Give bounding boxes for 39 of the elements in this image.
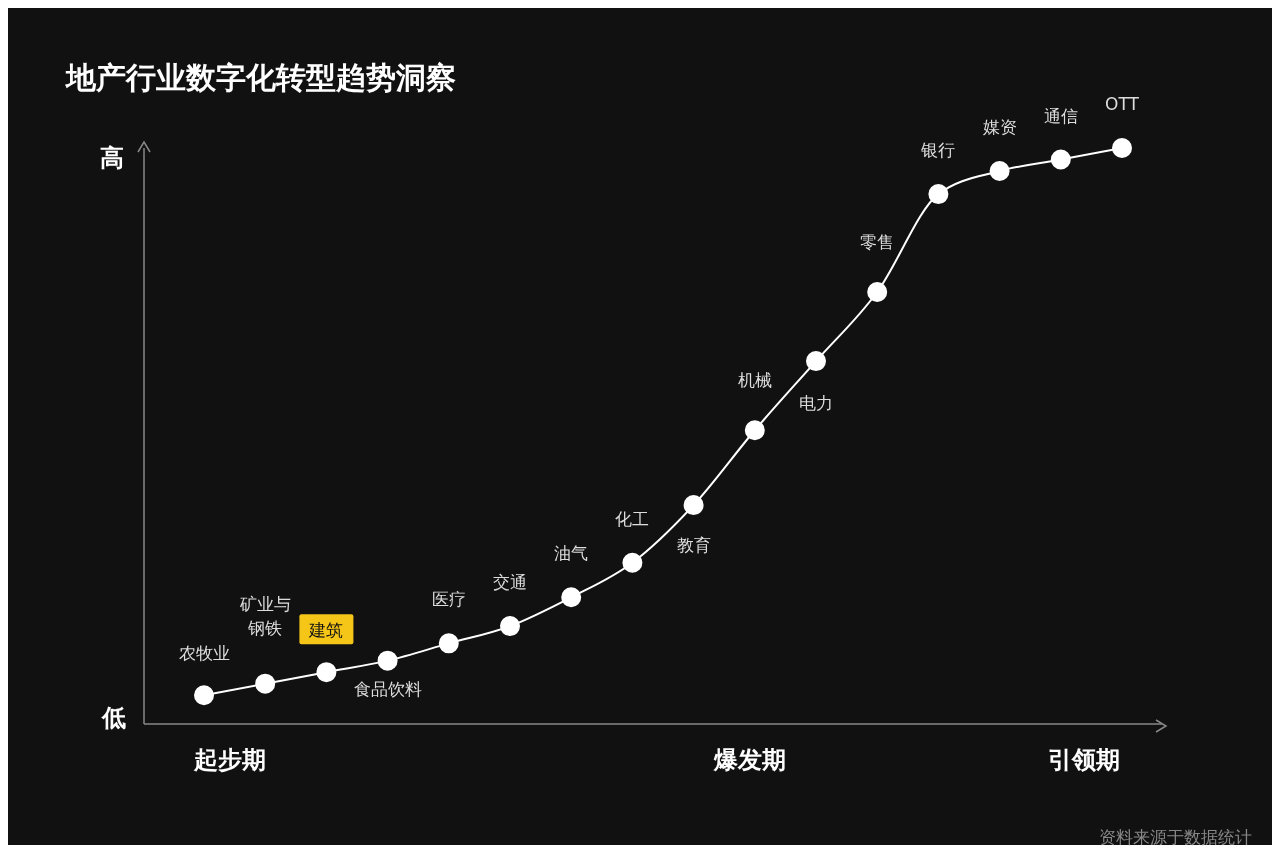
point (683, 495, 704, 516)
x-tick-label: 建筑 (308, 620, 344, 641)
x-tick-label: 油气 (554, 543, 589, 564)
point (744, 420, 765, 441)
point (377, 650, 398, 671)
x-tick-label: 医疗 (431, 589, 466, 610)
point (194, 685, 214, 706)
point (316, 662, 337, 683)
x-tick-label: 通信 (1043, 105, 1078, 126)
point (1112, 138, 1132, 158)
chart-title: 地产行业数字化转型趋势洞察 (66, 59, 456, 97)
text: 引领期 (1048, 745, 1120, 776)
text: 高 (100, 143, 124, 174)
x-tick-label: 农牧业 (178, 643, 230, 664)
point (622, 552, 643, 573)
x-tick-label: 教育 (676, 535, 711, 556)
text: 爆发期 (714, 745, 786, 776)
x-tick-label: 食品饮料 (353, 678, 422, 699)
text: 资料来源于数据统计 (1099, 826, 1252, 849)
point (561, 587, 582, 608)
text: 低 (102, 703, 126, 734)
x-tick-label: 零售 (860, 232, 895, 252)
point (928, 184, 949, 205)
point (867, 282, 888, 302)
text: 起步期 (194, 745, 266, 776)
x-tick-label: 电力 (799, 393, 833, 414)
x-tick-label: 矿业与钢铁 (238, 593, 291, 638)
x-tick-label: 媒资 (982, 117, 1017, 138)
point (438, 633, 459, 654)
x-tick-label: OTT (1105, 94, 1140, 114)
point (500, 616, 520, 637)
x-tick-label: 机械 (737, 370, 772, 391)
point (989, 161, 1010, 182)
point (1050, 149, 1071, 170)
x-tick-label: 化工 (615, 508, 650, 529)
point (255, 673, 276, 694)
x-tick-label: 银行 (920, 140, 956, 161)
x-tick-label: 交通 (493, 572, 527, 593)
point (806, 351, 826, 372)
